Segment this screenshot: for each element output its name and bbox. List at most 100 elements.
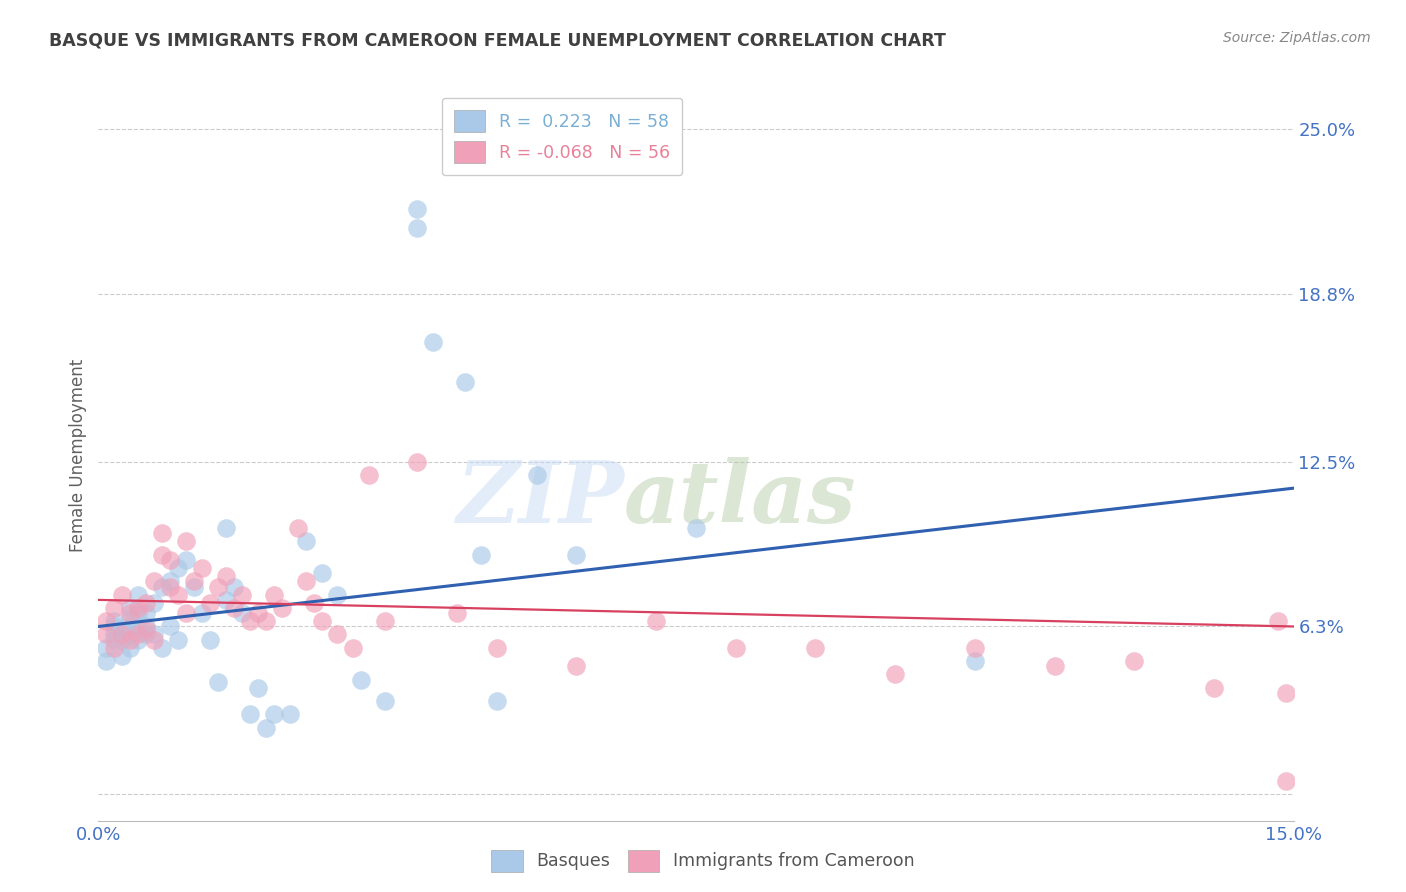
Point bbox=[111, 622, 134, 636]
Point bbox=[96, 614, 118, 628]
Point bbox=[111, 648, 134, 663]
Point bbox=[159, 553, 181, 567]
Point bbox=[724, 640, 747, 655]
Point bbox=[150, 548, 173, 562]
Point bbox=[526, 467, 548, 482]
Point bbox=[215, 521, 238, 535]
Point bbox=[127, 600, 149, 615]
Point bbox=[127, 627, 149, 641]
Point bbox=[120, 632, 142, 647]
Point bbox=[231, 606, 253, 620]
Point bbox=[198, 632, 221, 647]
Point bbox=[183, 574, 205, 589]
Point bbox=[135, 606, 157, 620]
Point bbox=[96, 627, 118, 641]
Point bbox=[222, 600, 245, 615]
Point bbox=[167, 588, 190, 602]
Point bbox=[485, 640, 508, 655]
Point bbox=[406, 202, 429, 216]
Point bbox=[1267, 614, 1289, 628]
Point bbox=[406, 220, 429, 235]
Text: ZIP: ZIP bbox=[457, 457, 624, 541]
Point bbox=[167, 561, 190, 575]
Point bbox=[294, 534, 316, 549]
Point bbox=[246, 606, 269, 620]
Point bbox=[120, 611, 142, 625]
Point bbox=[326, 588, 349, 602]
Point bbox=[103, 600, 125, 615]
Point bbox=[135, 622, 157, 636]
Point bbox=[685, 521, 707, 535]
Point bbox=[215, 569, 238, 583]
Point bbox=[120, 627, 142, 641]
Point bbox=[120, 619, 142, 633]
Point bbox=[215, 593, 238, 607]
Point bbox=[150, 580, 173, 594]
Point bbox=[103, 632, 125, 647]
Point bbox=[207, 675, 229, 690]
Point bbox=[120, 640, 142, 655]
Point bbox=[270, 600, 292, 615]
Point bbox=[1123, 654, 1146, 668]
Point bbox=[143, 632, 166, 647]
Point bbox=[239, 614, 262, 628]
Point bbox=[207, 580, 229, 594]
Point bbox=[174, 606, 197, 620]
Point bbox=[150, 640, 173, 655]
Point bbox=[287, 521, 309, 535]
Legend: Basques, Immigrants from Cameroon: Basques, Immigrants from Cameroon bbox=[485, 843, 921, 879]
Point bbox=[963, 654, 986, 668]
Y-axis label: Female Unemployment: Female Unemployment bbox=[69, 359, 87, 551]
Point bbox=[174, 534, 197, 549]
Point bbox=[127, 588, 149, 602]
Point bbox=[111, 632, 134, 647]
Point bbox=[191, 606, 214, 620]
Point bbox=[231, 588, 253, 602]
Point bbox=[120, 600, 142, 615]
Point bbox=[135, 595, 157, 609]
Point bbox=[191, 561, 214, 575]
Point bbox=[254, 614, 277, 628]
Point bbox=[350, 673, 373, 687]
Point bbox=[485, 694, 508, 708]
Point bbox=[804, 640, 827, 655]
Point bbox=[159, 580, 181, 594]
Point bbox=[470, 548, 492, 562]
Point bbox=[183, 580, 205, 594]
Point bbox=[127, 632, 149, 647]
Point bbox=[246, 681, 269, 695]
Point bbox=[374, 614, 396, 628]
Point bbox=[111, 588, 134, 602]
Text: BASQUE VS IMMIGRANTS FROM CAMEROON FEMALE UNEMPLOYMENT CORRELATION CHART: BASQUE VS IMMIGRANTS FROM CAMEROON FEMAL… bbox=[49, 31, 946, 49]
Point bbox=[135, 627, 157, 641]
Point bbox=[422, 334, 444, 349]
Point bbox=[326, 627, 349, 641]
Legend: R =  0.223   N = 58, R = -0.068   N = 56: R = 0.223 N = 58, R = -0.068 N = 56 bbox=[441, 98, 682, 176]
Text: atlas: atlas bbox=[624, 457, 856, 541]
Point bbox=[1202, 681, 1225, 695]
Point bbox=[302, 595, 325, 609]
Text: Source: ZipAtlas.com: Source: ZipAtlas.com bbox=[1223, 31, 1371, 45]
Point bbox=[963, 640, 986, 655]
Point bbox=[263, 588, 285, 602]
Point bbox=[143, 627, 166, 641]
Point bbox=[565, 548, 588, 562]
Point bbox=[103, 627, 125, 641]
Point bbox=[239, 707, 262, 722]
Point bbox=[96, 654, 118, 668]
Point bbox=[294, 574, 316, 589]
Point bbox=[359, 467, 381, 482]
Point bbox=[374, 694, 396, 708]
Point bbox=[446, 606, 468, 620]
Point bbox=[263, 707, 285, 722]
Point bbox=[135, 619, 157, 633]
Point bbox=[198, 595, 221, 609]
Point bbox=[167, 632, 190, 647]
Point bbox=[103, 640, 125, 655]
Point bbox=[406, 454, 429, 468]
Point bbox=[159, 619, 181, 633]
Point bbox=[1274, 686, 1296, 700]
Point bbox=[103, 619, 125, 633]
Point bbox=[174, 553, 197, 567]
Point bbox=[278, 707, 301, 722]
